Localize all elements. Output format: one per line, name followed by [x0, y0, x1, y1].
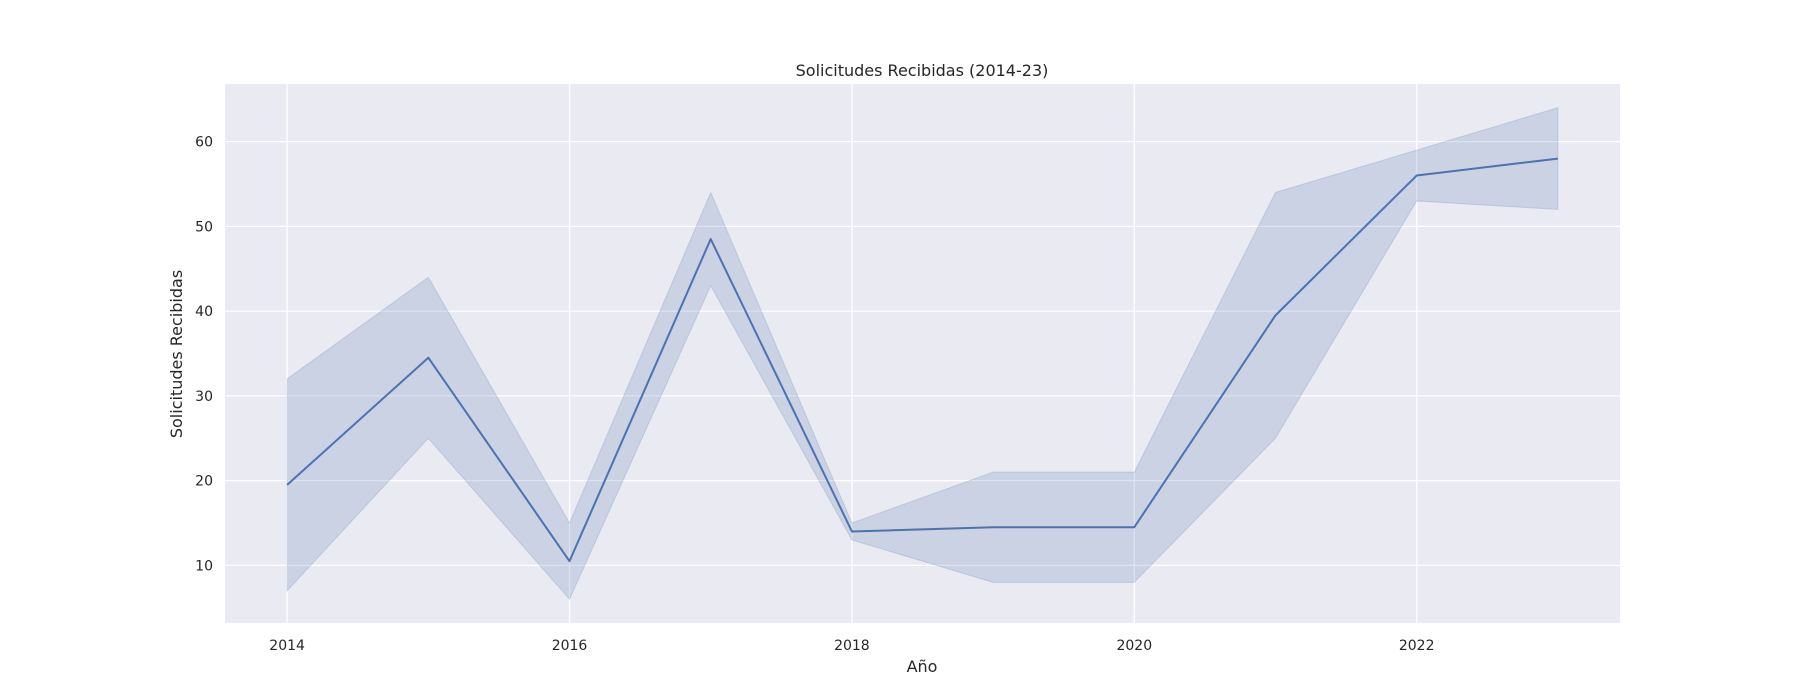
- x-tick-labels: 2014 2016 2018 2020 2022: [269, 638, 1434, 654]
- data-point: [991, 525, 995, 529]
- y-tick-labels: 10 20 30 40 50 60: [195, 135, 213, 575]
- y-tick-label: 60: [195, 135, 213, 151]
- y-tick-label: 40: [195, 304, 213, 320]
- x-tick-label: 2020: [1116, 638, 1152, 654]
- data-point: [568, 559, 572, 563]
- y-tick-label: 10: [195, 558, 213, 574]
- x-tick-label: 2016: [552, 638, 588, 654]
- x-axis-label: Año: [907, 657, 938, 676]
- x-tick-label: 2022: [1399, 638, 1435, 654]
- plot-area: [225, 84, 1620, 623]
- data-point: [285, 483, 289, 487]
- data-point: [1556, 157, 1560, 161]
- data-point: [426, 356, 430, 360]
- series-line: [286, 157, 1558, 563]
- chart-title: Solicitudes Recibidas (2014-23): [796, 61, 1049, 80]
- data-point: [1415, 174, 1419, 178]
- y-tick-label: 50: [195, 219, 213, 235]
- data-point: [709, 237, 713, 241]
- data-point: [1132, 525, 1136, 529]
- data-point: [1273, 313, 1277, 317]
- y-axis-label: Solicitudes Recibidas: [167, 270, 186, 438]
- x-tick-label: 2014: [269, 638, 305, 654]
- y-tick-label: 20: [195, 474, 213, 490]
- grid-lines: [225, 84, 1620, 623]
- y-tick-label: 30: [195, 389, 213, 405]
- confidence-band: [286, 107, 1559, 601]
- data-point: [850, 529, 854, 533]
- x-tick-label: 2018: [834, 638, 870, 654]
